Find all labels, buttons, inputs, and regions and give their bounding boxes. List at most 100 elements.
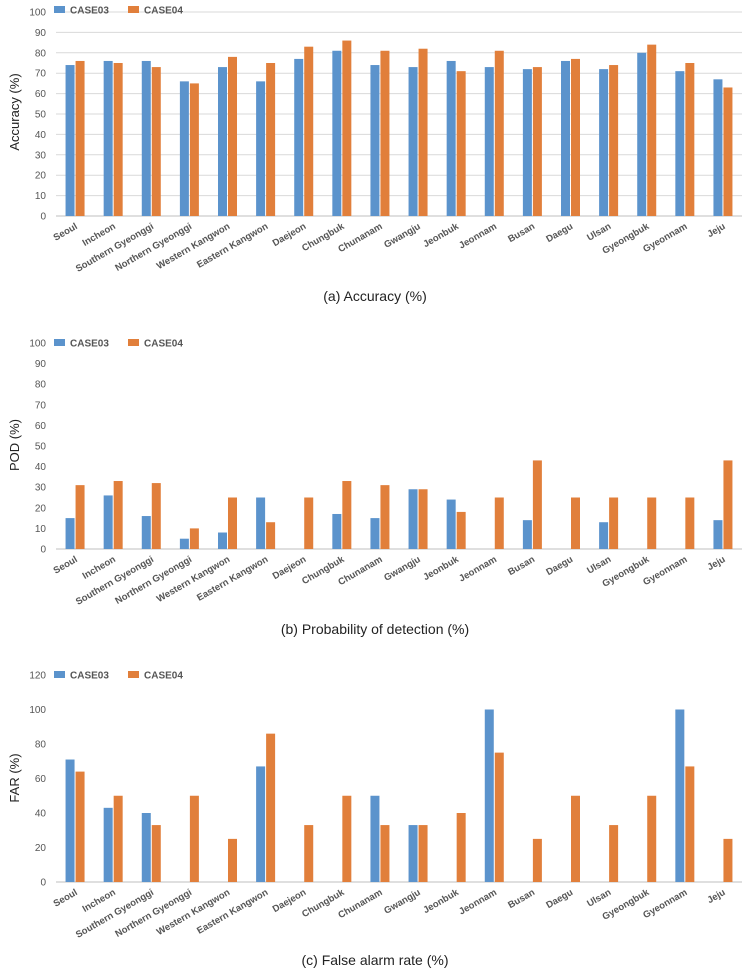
- bar-case04: [189, 83, 199, 217]
- bar-case04: [532, 460, 542, 549]
- chart-caption: (c) False alarm rate (%): [301, 952, 448, 968]
- bar-case03: [675, 709, 685, 882]
- legend-label-case03: CASE03: [70, 6, 109, 17]
- x-category-label: Ulsan: [585, 554, 613, 577]
- x-category-label: Seoul: [52, 221, 80, 243]
- bar-case03: [332, 513, 342, 549]
- bar-case04: [647, 497, 657, 549]
- y-tick-label: 50: [35, 110, 47, 121]
- bar-case04: [609, 825, 619, 882]
- bar-case04: [228, 838, 237, 882]
- bar-case04: [456, 813, 466, 882]
- y-tick-label: 80: [35, 740, 47, 751]
- bar-case04: [647, 44, 657, 216]
- bar-case04: [532, 67, 542, 216]
- x-category-label: Busan: [506, 554, 537, 578]
- bar-case04: [266, 63, 276, 216]
- legend-swatch-case04: [128, 339, 139, 346]
- y-axis-label: Accuracy (%): [7, 73, 22, 150]
- y-tick-label: 20: [35, 171, 47, 182]
- x-category-label: Busan: [506, 887, 537, 911]
- bar-case03: [141, 516, 151, 549]
- bar-case04: [723, 460, 733, 549]
- accuracy-chart: 0 10 20 30 40 50 60 70 80 90 100 Accuracy (%) CASE03…: [7, 6, 742, 304]
- bar-case04: [494, 50, 504, 217]
- bar-case03: [561, 60, 570, 217]
- bar-case04: [609, 65, 619, 216]
- y-tick-label: 120: [29, 671, 46, 682]
- y-tick-label: 80: [35, 380, 47, 391]
- y-tick-label: 60: [35, 89, 47, 100]
- y-tick-label: 10: [35, 191, 47, 202]
- bar-case03: [179, 538, 189, 549]
- bar-case03: [408, 67, 418, 216]
- bar-case04: [532, 838, 542, 882]
- bar-case04: [113, 481, 123, 549]
- legend-swatch-case04: [128, 6, 139, 13]
- bar-case03: [218, 532, 227, 549]
- bar-case04: [571, 497, 580, 549]
- x-category-label: Eastern Kangwon: [195, 221, 270, 271]
- bar-case03: [522, 69, 532, 217]
- x-category-label: Daegu: [544, 221, 575, 245]
- bar-case04: [266, 733, 276, 882]
- x-category-label: Jeonbuk: [421, 887, 461, 916]
- x-category-label: Ulsan: [585, 887, 613, 910]
- legend-label-case04: CASE04: [144, 339, 183, 350]
- bar-case04: [685, 63, 695, 216]
- bar-case03: [370, 795, 380, 882]
- bar-case03: [65, 518, 75, 549]
- bar-case03: [294, 58, 304, 216]
- y-tick-label: 70: [35, 69, 47, 80]
- bar-case04: [456, 71, 466, 216]
- x-category-label: Eastern Kangwon: [195, 887, 270, 937]
- bar-case04: [113, 63, 123, 216]
- bar-case03: [141, 813, 151, 882]
- y-tick-label: 40: [35, 809, 47, 820]
- bar-case03: [484, 67, 494, 216]
- y-tick-label: 40: [35, 130, 47, 141]
- y-tick-label: 90: [35, 359, 47, 370]
- bar-case03: [599, 69, 609, 217]
- bar-case04: [189, 795, 199, 882]
- y-tick-label: 0: [40, 878, 46, 889]
- bar-case03: [675, 71, 685, 216]
- bar-case04: [304, 497, 314, 549]
- x-category-label: Jeonnam: [457, 221, 499, 251]
- y-tick-label: 10: [35, 524, 47, 535]
- y-tick-label: 50: [35, 442, 47, 453]
- bar-case03: [65, 759, 75, 882]
- y-axis-label: POD (%): [7, 419, 22, 471]
- bar-case04: [113, 795, 123, 882]
- y-tick-label: 70: [35, 400, 47, 411]
- y-tick-label: 100: [29, 705, 46, 716]
- bar-case04: [151, 67, 161, 216]
- bar-case04: [380, 825, 390, 882]
- bar-case03: [218, 67, 227, 216]
- legend-label-case03: CASE03: [70, 671, 109, 682]
- x-category-label: Eastern Kangwon: [195, 554, 270, 604]
- bar-case03: [637, 52, 647, 216]
- bar-case03: [332, 50, 342, 217]
- x-category-label: Jeonbuk: [421, 221, 461, 250]
- x-category-label: Jeonnam: [457, 554, 499, 584]
- legend-label-case04: CASE04: [144, 6, 183, 17]
- x-category-label: Gwangju: [382, 554, 422, 584]
- bar-case04: [685, 497, 695, 549]
- chart-caption: (b) Probability of detection (%): [281, 621, 469, 637]
- bar-case03: [179, 81, 189, 216]
- bar-case04: [609, 497, 619, 549]
- bar-case03: [484, 709, 494, 882]
- x-category-label: Seoul: [52, 887, 80, 909]
- bar-case04: [571, 795, 580, 882]
- x-category-label: Ulsan: [585, 221, 613, 244]
- bar-case04: [647, 795, 657, 882]
- bar-case04: [266, 522, 276, 549]
- bar-case04: [418, 489, 428, 549]
- bar-case04: [342, 481, 352, 549]
- x-category-label: Gwangju: [382, 887, 422, 917]
- y-tick-label: 0: [40, 545, 46, 556]
- bar-case03: [713, 79, 723, 216]
- bar-case04: [75, 485, 85, 549]
